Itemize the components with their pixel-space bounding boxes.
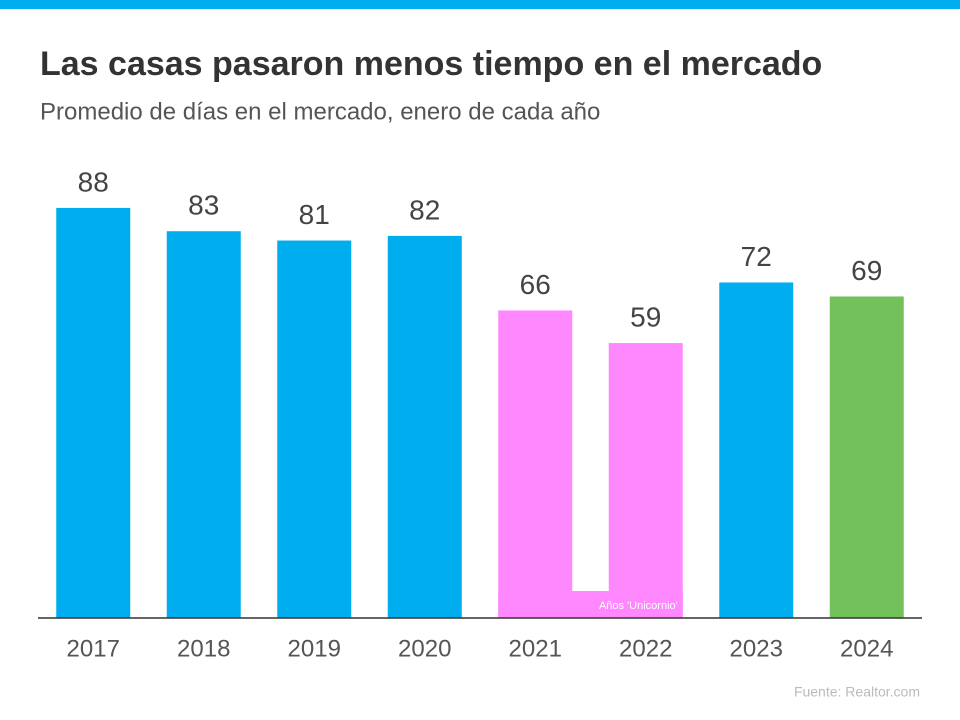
value-label: 83: [188, 190, 219, 221]
chart-subtitle: Promedio de días en el mercado, enero de…: [40, 98, 600, 125]
source: Fuente: Realtor.com: [794, 684, 920, 700]
value-label: 59: [630, 301, 661, 332]
x-tick-label: 2017: [67, 635, 120, 662]
value-label: 88: [78, 166, 109, 197]
chart-title: Las casas pasaron menos tiempo en el mer…: [40, 45, 822, 83]
value-label: 81: [299, 199, 330, 230]
x-tick-label: 2024: [840, 635, 893, 662]
bar: [829, 296, 904, 618]
x-tick-label: 2019: [288, 635, 341, 662]
x-tick-label: 2023: [730, 635, 783, 662]
bar: [277, 240, 352, 619]
bar: [719, 282, 794, 618]
top-stripe: [0, 0, 960, 9]
value-label: 66: [520, 269, 551, 300]
value-label: 72: [741, 241, 772, 272]
bar: [56, 207, 131, 619]
x-tick-label: 2022: [619, 635, 672, 662]
bar: [498, 310, 573, 618]
value-label: 82: [409, 194, 440, 225]
value-label: 69: [851, 255, 882, 286]
bar: [387, 235, 462, 618]
x-tick-label: 2020: [398, 635, 451, 662]
bar: [608, 343, 683, 618]
x-tick-label: 2018: [177, 635, 230, 662]
annotation: Años 'Unicornio': [599, 600, 678, 612]
x-tick-label: 2021: [509, 635, 562, 662]
bar: [166, 231, 241, 618]
